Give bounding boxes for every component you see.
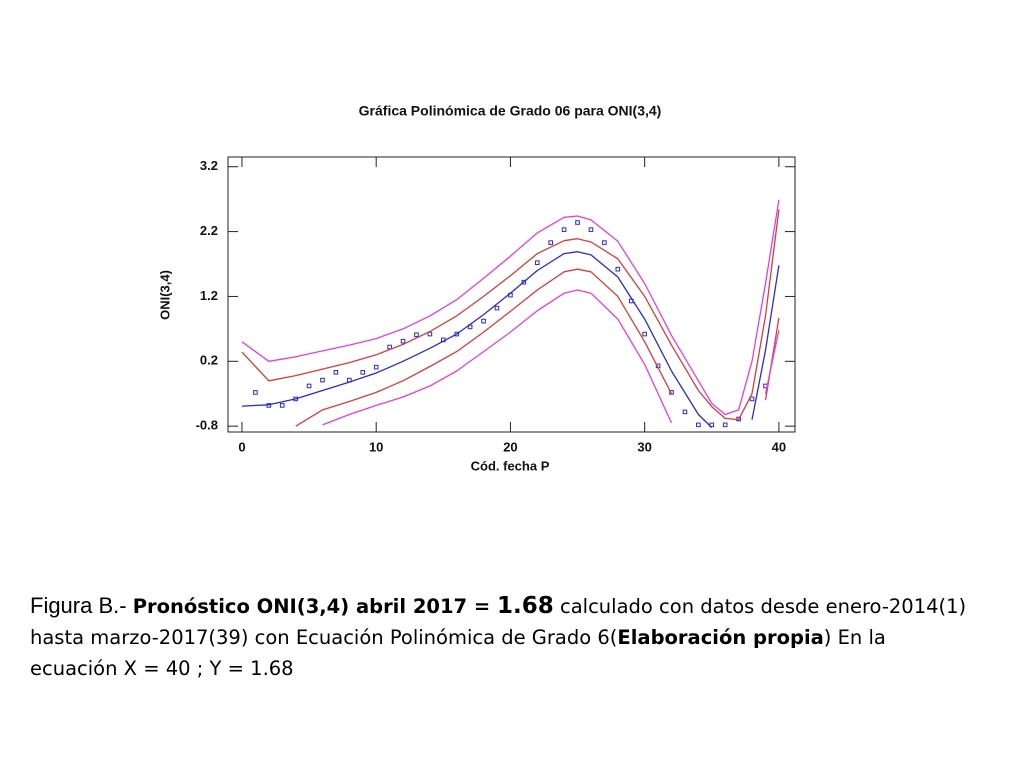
caption-text: Elaboración propia bbox=[617, 626, 824, 649]
data-point bbox=[454, 331, 460, 337]
data-point bbox=[253, 390, 258, 395]
data-point bbox=[494, 305, 500, 311]
data-point bbox=[521, 279, 527, 285]
plot-area bbox=[241, 199, 780, 428]
data-point bbox=[575, 220, 580, 225]
caption-text: 1.68 bbox=[497, 593, 554, 619]
data-point bbox=[414, 332, 419, 338]
data-point bbox=[534, 260, 540, 266]
data-point bbox=[306, 383, 312, 389]
data-point bbox=[387, 344, 392, 350]
x-tick-label: 40 bbox=[772, 439, 786, 454]
y-tick-label: -0.8 bbox=[196, 418, 218, 433]
caption-text: Figura B.- bbox=[30, 593, 133, 618]
plot-frame bbox=[227, 156, 796, 433]
data-point bbox=[669, 390, 674, 395]
data-point bbox=[561, 227, 567, 232]
chart-title: Gráfica Polinómica de Grado 06 para ONI(… bbox=[359, 103, 662, 119]
x-tick-label: 20 bbox=[503, 439, 517, 454]
y-axis-label: ONI(3,4) bbox=[157, 270, 172, 320]
fit-curve bbox=[241, 251, 780, 428]
caption-text: Pronóstico ONI(3,4) abril 2017 = bbox=[132, 595, 498, 618]
data-point bbox=[722, 422, 728, 428]
fit-curve bbox=[295, 268, 780, 427]
data-point bbox=[588, 227, 594, 232]
data-point bbox=[682, 409, 688, 415]
x-tick-label: 30 bbox=[637, 439, 651, 454]
data-point bbox=[373, 364, 379, 370]
data-point bbox=[548, 240, 553, 245]
fit-curve bbox=[322, 289, 780, 426]
data-point bbox=[615, 266, 621, 272]
y-tick-label: 2.2 bbox=[200, 223, 218, 238]
data-point bbox=[333, 370, 339, 375]
data-point bbox=[360, 370, 366, 375]
data-point bbox=[481, 318, 486, 324]
data-point bbox=[400, 338, 406, 344]
data-point bbox=[749, 396, 755, 402]
data-point bbox=[642, 331, 647, 337]
x-tick-label: 0 bbox=[238, 439, 245, 454]
chart: Gráfica Polinómica de Grado 06 para ONI(… bbox=[157, 103, 796, 473]
data-point bbox=[696, 422, 701, 428]
data-point bbox=[320, 377, 325, 383]
figure-caption: Figura B.- Pronóstico ONI(3,4) abril 201… bbox=[30, 590, 975, 684]
fit-curve bbox=[241, 209, 780, 421]
x-axis-label: Cód. fecha P bbox=[471, 458, 550, 473]
data-point bbox=[279, 403, 285, 408]
caption-text: calculado con datos desde enero-2014(1) … bbox=[30, 595, 967, 649]
data-point bbox=[427, 331, 433, 337]
y-tick-label: 3.2 bbox=[200, 158, 218, 173]
caption-text: ) En la ecuación X = 40 ; Y = 1.68 bbox=[30, 626, 886, 680]
data-point bbox=[602, 240, 607, 245]
fit-curve bbox=[241, 199, 780, 416]
y-tick-label: 0.2 bbox=[200, 353, 218, 368]
x-tick-label: 10 bbox=[369, 439, 383, 454]
y-tick-label: 1.2 bbox=[200, 288, 218, 303]
